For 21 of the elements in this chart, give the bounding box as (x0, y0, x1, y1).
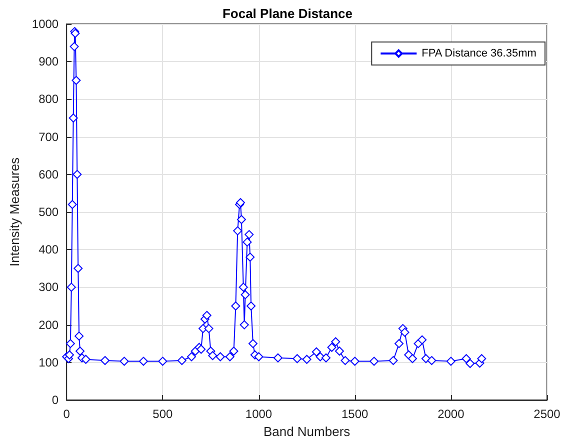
y-tick-label: 600 (38, 167, 59, 182)
y-tick-label: 700 (38, 130, 59, 144)
legend-label: FPA Distance 36.35mm (422, 48, 536, 60)
x-tick-label: 2500 (534, 407, 561, 421)
x-tick-label: 1500 (341, 407, 369, 421)
x-tick-label: 0 (63, 407, 70, 421)
y-tick-label: 0 (52, 393, 59, 407)
y-axis-title: Intensity Measures (7, 156, 22, 267)
y-tick-label: 200 (38, 318, 59, 332)
y-tick-label: 100 (38, 355, 59, 370)
y-tick-label: 500 (38, 205, 59, 219)
y-tick-label: 1000 (32, 17, 59, 31)
y-tick-label: 400 (38, 242, 59, 257)
y-tick-label: 900 (38, 54, 59, 69)
chart-title: Focal Plane Distance (222, 6, 353, 21)
y-tick-label: 300 (38, 280, 59, 294)
x-tick-label: 1000 (245, 407, 272, 421)
x-axis-title: Band Numbers (263, 424, 351, 439)
y-tick-label: 800 (38, 92, 59, 106)
x-tick-label: 500 (152, 407, 174, 421)
x-tick-label: 2000 (438, 407, 465, 421)
